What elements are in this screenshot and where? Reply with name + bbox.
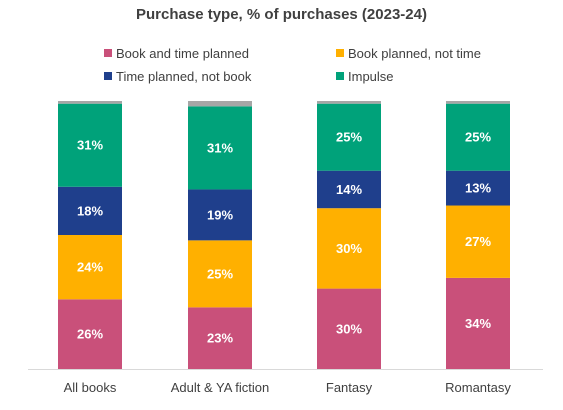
legend-item-book-and-time-planned: Book and time planned [104, 46, 249, 61]
x-tick-label: Fantasy [326, 380, 373, 395]
x-tick-label: Adult & YA fiction [171, 380, 270, 395]
x-tick-label: All books [64, 380, 117, 395]
x-tick-label: Romantasy [445, 380, 511, 395]
legend-label: Time planned, not book [116, 69, 252, 84]
data-label: 25% [207, 266, 233, 281]
data-label: 25% [336, 130, 362, 145]
bar-segment [188, 101, 252, 107]
bar-segment [58, 299, 122, 369]
legend-item-impulse: Impulse [336, 69, 394, 84]
bar-segment [317, 288, 381, 369]
data-label: 18% [77, 203, 103, 218]
legend-item-time-planned-not-book: Time planned, not book [104, 69, 251, 84]
data-label: 30% [336, 321, 362, 336]
chart-title: Purchase type, % of purchases (2023-24) [136, 6, 427, 23]
data-label: 27% [465, 234, 491, 249]
legend-item-book-planned-not-time: Book planned, not time [336, 46, 481, 61]
data-label: 13% [465, 181, 491, 196]
data-label: 14% [336, 182, 362, 197]
data-label: 31% [77, 138, 103, 153]
data-label: 25% [465, 130, 491, 145]
bar-segment [58, 103, 122, 187]
data-label: 34% [465, 316, 491, 331]
bar-segment [317, 208, 381, 289]
bar-segment [58, 186, 122, 235]
legend-swatch [104, 49, 112, 57]
bar-segment [188, 106, 252, 190]
bar-segment [188, 307, 252, 369]
bar-segment [446, 103, 510, 171]
data-label: 31% [207, 140, 233, 155]
bar-segment [188, 189, 252, 241]
bar-segment [446, 170, 510, 206]
legend-label: Book planned, not time [348, 46, 481, 61]
data-label: 19% [207, 207, 233, 222]
bar-segment [188, 240, 252, 308]
bar-segment [446, 101, 510, 104]
legend-label: Book and time planned [116, 46, 249, 61]
bar-segment [317, 170, 381, 209]
legend-swatch [336, 72, 344, 80]
bar-segment [317, 103, 381, 171]
bar-segment [446, 205, 510, 278]
data-label: 23% [207, 331, 233, 346]
bar-segment [58, 101, 122, 104]
legend-label: Impulse [348, 69, 394, 84]
bar-segment [58, 235, 122, 300]
data-label: 30% [336, 241, 362, 256]
data-label: 26% [77, 327, 103, 342]
legend-swatch [104, 72, 112, 80]
bar-segment [317, 101, 381, 104]
data-label: 24% [77, 260, 103, 275]
legend-swatch [336, 49, 344, 57]
bar-segment [446, 277, 510, 369]
